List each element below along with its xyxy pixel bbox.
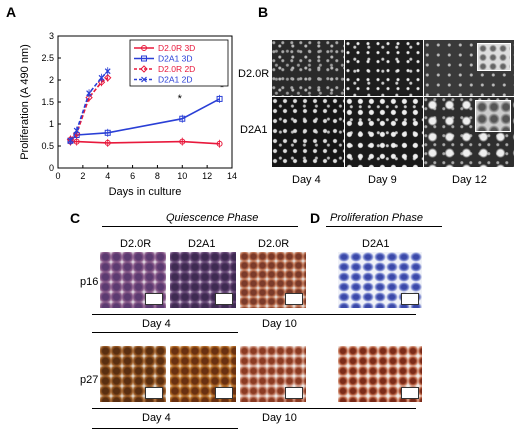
data-point [73, 138, 80, 145]
x-tick-label: 6 [130, 171, 135, 181]
legend-marker [141, 45, 147, 51]
panel-d-phase-title: Proliferation Phase [330, 212, 423, 224]
data-point [216, 140, 223, 147]
data-point [85, 93, 93, 102]
inset-d20r-day12 [477, 43, 511, 71]
ihc-d-p27-d2a1 [338, 346, 422, 402]
data-point [216, 95, 223, 102]
panel-c-phase-title: Quiescence Phase [166, 212, 259, 224]
y-tick-label: 0.5 [41, 141, 54, 151]
data-point [104, 139, 111, 146]
micrograph-d20r-day12 [424, 40, 514, 96]
panel-b-col-label-day4: Day 4 [292, 174, 321, 186]
legend-entry: D2A1 3D [158, 54, 193, 64]
x-tick-label: 12 [202, 171, 212, 181]
legend-entry: D2A1 2D [158, 75, 193, 85]
panel-d-header-d2a1: D2A1 [362, 238, 390, 250]
panel-a-letter: A [6, 4, 17, 20]
x-axis-label: Days in culture [109, 186, 182, 198]
panel-c-letter: C [70, 210, 81, 226]
x-tick-label: 8 [155, 171, 160, 181]
panel-b-letter: B [258, 4, 269, 20]
y-tick-label: 0 [49, 163, 54, 173]
panel-c-day4-label-top: Day 4 [142, 318, 171, 330]
ihc-d-p16-d2a1 [338, 252, 422, 308]
panel-b-col-label-day12: Day 12 [452, 174, 487, 186]
panel-d-phase-rule [326, 226, 442, 227]
data-point [67, 137, 74, 144]
micrograph-d2a1-day4 [272, 97, 344, 167]
panel-d-letter: D [310, 210, 321, 226]
panel-c-marker-p16: p16 [80, 276, 99, 288]
panel-b-row-label-d20r: D2.0R [238, 68, 270, 80]
panel-c-day4-rule-bottom [92, 428, 238, 429]
data-point [104, 129, 111, 136]
data-point [86, 90, 92, 97]
ihc-p27-d20r-day4 [100, 346, 166, 402]
x-tick-label: 10 [177, 171, 187, 181]
panel-b-col-label-day9: Day 9 [368, 174, 397, 186]
micrograph-d2a1-day12 [424, 97, 514, 167]
legend-entry: D2.0R 3D [158, 43, 195, 53]
data-point [104, 68, 111, 75]
panel-c-header-d2a1: D2A1 [188, 238, 216, 250]
y-tick-label: 2 [49, 75, 54, 85]
x-tick-label: 14 [227, 171, 237, 181]
y-tick-label: 1 [49, 119, 54, 129]
data-point [98, 74, 105, 81]
y-tick-label: 1.5 [41, 97, 54, 107]
data-point [104, 74, 112, 82]
ihc-p16-d2a1-day4 [170, 252, 236, 308]
panel-c-header-d20r-left: D2.0R [120, 238, 152, 250]
data-point [73, 127, 80, 134]
micrograph-d20r-day9 [345, 40, 423, 96]
panel-c-day10-label-top: Day 10 [262, 318, 297, 330]
significance-asterisk: * [220, 82, 225, 94]
series-line-0 [70, 140, 220, 145]
series-line-1 [69, 98, 220, 142]
ihc-p27-d20r-day10 [240, 346, 306, 402]
proliferation-chart: 0 2 4 6 8 10 12 14 0 0.5 1 1.5 2 2.5 3 Days in culture P… [19, 31, 237, 198]
data-point [179, 115, 186, 122]
significance-asterisk: * [178, 93, 183, 105]
panel-c-day4-rule-top [92, 332, 238, 333]
panel-c-header-d20r-right: D2.0R [258, 238, 290, 250]
panel-c-marker-p27: p27 [80, 374, 99, 386]
y-tick-label: 3 [49, 31, 54, 41]
panel-c-day-rule-bottom [92, 408, 416, 409]
ihc-p27-d2a1-day4 [170, 346, 236, 402]
y-axis-label: Proliferation (A 490 nm) [19, 44, 31, 160]
x-tick-label: 2 [80, 171, 85, 181]
panel-b-row-label-d2a1: D2A1 [240, 124, 268, 136]
data-point [179, 138, 186, 145]
legend-marker [140, 65, 148, 73]
inset-d2a1-day12 [475, 100, 511, 132]
panel-c-day-rule-top [92, 314, 416, 315]
micrograph-d20r-day4 [272, 40, 344, 96]
panel-c-phase-rule [102, 226, 298, 227]
x-tick-label: 4 [105, 171, 110, 181]
legend-marker [141, 76, 147, 83]
micrograph-d2a1-day9 [345, 97, 423, 167]
legend-marker [141, 55, 147, 62]
legend-entry: D2.0R 2D [158, 64, 195, 74]
y-tick-label: 2.5 [41, 53, 54, 63]
x-tick-label: 0 [55, 171, 60, 181]
ihc-p16-d20r-day4 [100, 252, 166, 308]
panel-c-day4-label-bottom: Day 4 [142, 412, 171, 424]
panel-c-day10-label-bottom: Day 10 [262, 412, 297, 424]
ihc-p16-d20r-day10 [240, 252, 306, 308]
